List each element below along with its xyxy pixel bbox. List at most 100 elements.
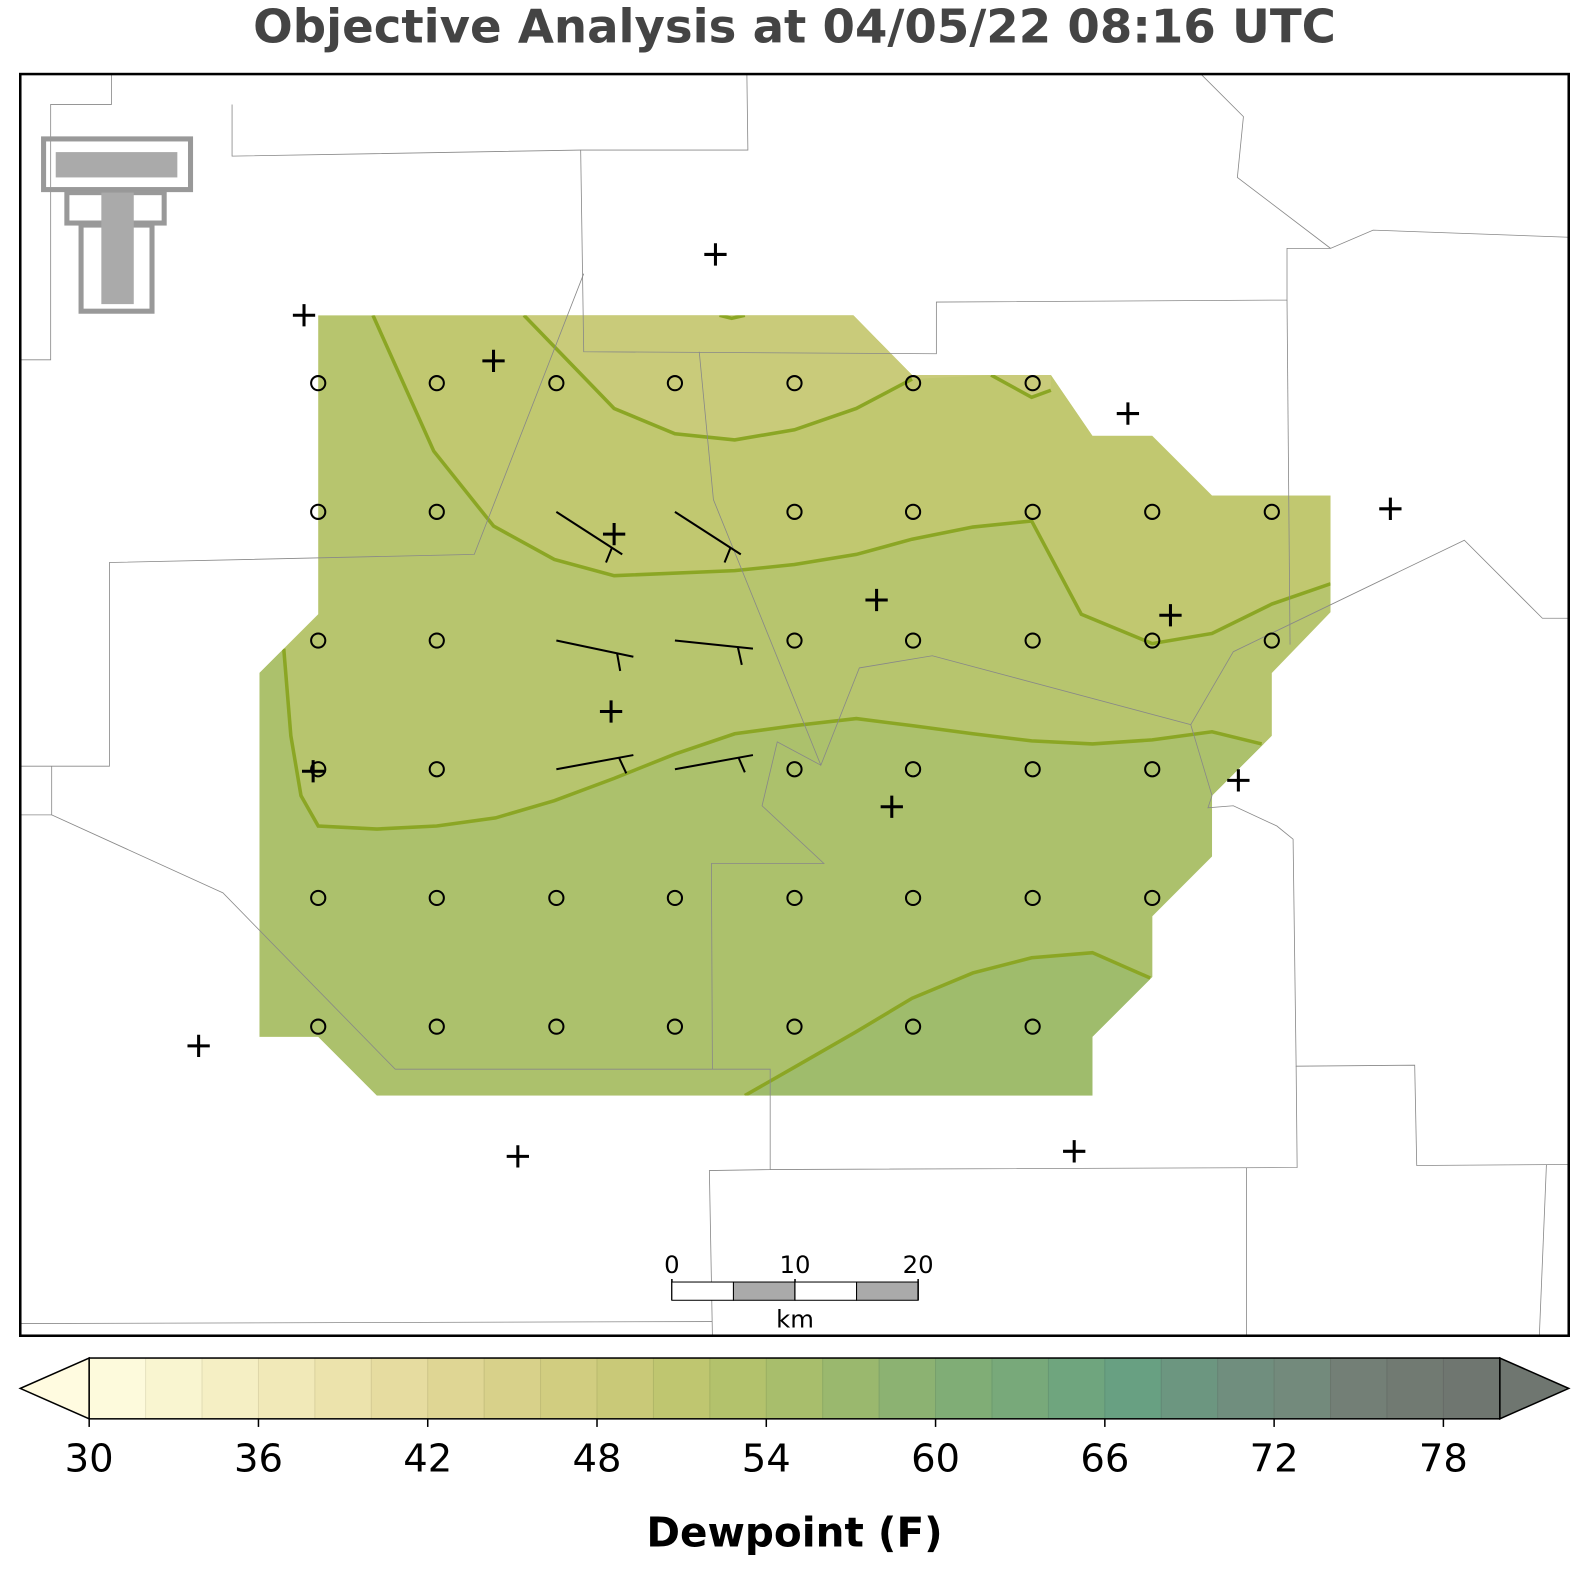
grid-points	[310, 375, 1280, 1035]
grid-point	[548, 889, 565, 907]
station	[602, 522, 626, 546]
colorbar-bin	[370, 1357, 429, 1420]
colorbar-bin	[540, 1357, 598, 1420]
scale-tick-label: 10	[780, 1250, 811, 1279]
grid-point	[786, 632, 803, 649]
scale-tick-label: 0	[664, 1250, 679, 1279]
colorbar-bin	[483, 1357, 542, 1420]
scale-unit: km	[776, 1305, 814, 1334]
grid-point	[1024, 1018, 1041, 1035]
grid-point	[904, 1018, 922, 1035]
colorbar-under	[18, 1356, 90, 1421]
colorbar-bin	[1047, 1357, 1106, 1420]
station	[506, 1145, 529, 1168]
colorbar-tick-label: 72	[1250, 1437, 1299, 1482]
station	[187, 1034, 210, 1058]
scale-bar: 0 10 20 km	[664, 1250, 933, 1334]
colorbar-bin	[314, 1357, 372, 1420]
grid-point	[1263, 632, 1280, 649]
station	[1063, 1140, 1086, 1163]
colorbar: 30 36 42 48 54 60 66 72 78 Dewpoint (F)	[18, 1356, 1571, 1557]
station	[301, 760, 325, 783]
grid-point	[666, 889, 684, 907]
colorbar-bin	[257, 1357, 316, 1420]
stations	[187, 243, 1402, 1168]
grid-point	[1144, 761, 1161, 778]
colorbar-tick-label: 66	[1080, 1437, 1129, 1482]
station	[599, 700, 623, 723]
grid-point	[428, 1018, 445, 1035]
grid-point	[428, 503, 445, 520]
colorbar-label: Dewpoint (F)	[646, 1509, 942, 1557]
grid-point	[786, 375, 803, 392]
station	[482, 349, 505, 373]
grid-point	[1144, 889, 1161, 907]
grid-point	[428, 761, 445, 778]
colorbar-bin	[765, 1357, 824, 1420]
grid-point	[1024, 375, 1041, 392]
wind-barbs	[555, 510, 754, 774]
colorbar-bin	[1104, 1357, 1162, 1420]
map-frame	[19, 72, 1570, 1338]
colorbar-bin	[1330, 1357, 1388, 1420]
station	[865, 588, 888, 612]
grid-point	[310, 761, 327, 778]
station	[704, 243, 727, 266]
grid-point	[1024, 889, 1041, 907]
grid-point	[904, 503, 922, 520]
colorbar-bin	[1217, 1357, 1275, 1420]
colorbar-tick-label: 60	[911, 1437, 960, 1482]
grid-point	[1024, 503, 1041, 520]
colorbar-tick-label: 42	[403, 1437, 452, 1482]
colorbar-bin	[427, 1357, 485, 1420]
grid-point	[310, 1018, 327, 1035]
grid-point	[786, 503, 803, 520]
colorbar-bin	[1160, 1357, 1219, 1420]
station	[880, 795, 903, 818]
grid-point	[786, 889, 803, 907]
grid-point	[786, 1018, 803, 1035]
grid-point	[548, 1018, 565, 1035]
grid-point	[310, 375, 327, 392]
grid-point	[310, 889, 327, 907]
colorbar-tick-label: 48	[573, 1437, 622, 1482]
title: Objective Analysis at 04/05/22 08:16 UTC	[253, 0, 1336, 54]
colorbar-bin	[652, 1357, 711, 1420]
grid-point	[904, 375, 922, 392]
grid-point	[310, 632, 327, 649]
scale-segment	[671, 1281, 734, 1301]
grid-point	[1144, 632, 1161, 649]
colorbar-bin	[1273, 1357, 1332, 1420]
station	[292, 304, 316, 327]
colorbar-tick-label: 78	[1419, 1437, 1468, 1482]
station	[1379, 497, 1402, 520]
scale-segment	[732, 1281, 796, 1301]
station	[1116, 402, 1140, 425]
grid-point	[666, 375, 684, 392]
colorbar-bin	[935, 1357, 993, 1420]
station	[1159, 604, 1182, 627]
scale-segment	[794, 1281, 858, 1301]
scale-tick-label: 20	[903, 1250, 934, 1279]
colorbar-tick-label: 30	[65, 1437, 114, 1482]
grid-point	[428, 375, 445, 392]
grid-point	[786, 761, 803, 778]
grid-point	[904, 632, 922, 649]
analysis-field	[259, 315, 1331, 1096]
colorbar-bin	[88, 1357, 147, 1420]
colorbar-bin	[201, 1357, 259, 1420]
colorbar-bin	[822, 1357, 880, 1420]
colorbar-tick-label: 36	[234, 1437, 283, 1482]
scale-segment	[856, 1281, 919, 1301]
colorbar-frame	[88, 1357, 1501, 1420]
colorbar-bin	[709, 1357, 767, 1420]
colorbar-bin	[596, 1357, 654, 1420]
grid-point	[1024, 632, 1041, 649]
grid-point	[1263, 503, 1280, 520]
logo	[41, 136, 194, 314]
grid-point	[904, 889, 922, 907]
county-lines	[20, 73, 1569, 1336]
colorbar-bin	[991, 1357, 1049, 1420]
colorbar-tick-label: 54	[742, 1437, 791, 1482]
